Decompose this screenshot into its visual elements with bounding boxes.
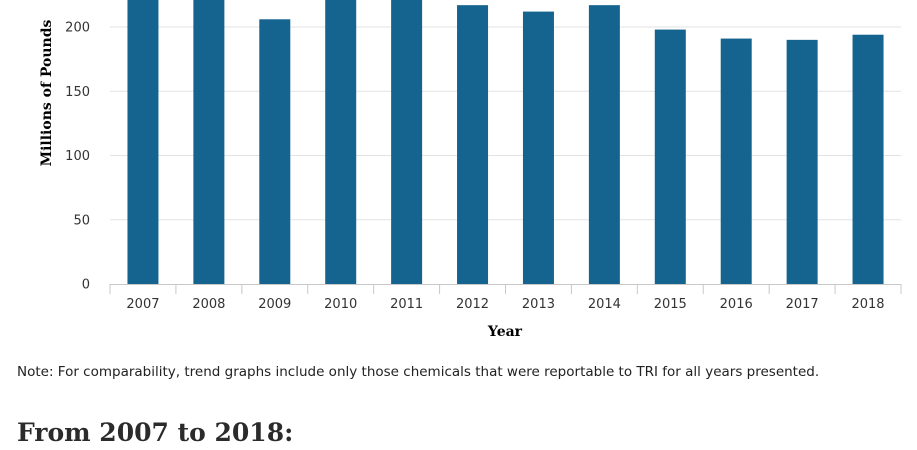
x-tick-labels: 2007 2008 2009 2010 2011 2012 2013 2014 2015 2016… (126, 297, 884, 312)
x-tick-label: 2009 (258, 297, 291, 312)
bar-2011 (391, 0, 423, 285)
y-tick-label: 100 (65, 149, 90, 164)
x-tick-label: 2017 (786, 297, 819, 312)
x-tick-label: 2018 (851, 297, 884, 312)
bars (127, 0, 884, 285)
gridlines (110, 26, 901, 221)
x-tick-label: 2014 (588, 297, 621, 312)
bar-2008 (193, 0, 225, 284)
bar-2013 (522, 11, 554, 285)
bar-2018 (852, 34, 884, 285)
x-tick-label: 2016 (720, 297, 753, 312)
x-axis-title: Year (487, 324, 523, 340)
y-tick-labels: 0 50 100 150 200 (65, 21, 90, 293)
bar-2010 (325, 0, 357, 285)
y-tick-label: 50 (73, 213, 90, 228)
x-tick-label: 2010 (324, 297, 357, 312)
bar-2012 (457, 5, 489, 285)
x-tick-label: 2012 (456, 297, 489, 312)
x-tick-label: 2013 (522, 297, 555, 312)
chart-note: Note: For comparability, trend graphs in… (17, 364, 820, 380)
section-heading: From 2007 to 2018: (17, 418, 294, 447)
x-tick-label: 2015 (654, 297, 687, 312)
bar-chart: 0 50 100 150 200 2007 2008 2009 2010 2011 2012 201… (39, 0, 902, 340)
bar-2014 (588, 5, 620, 285)
y-tick-label: 150 (65, 85, 90, 100)
bar-2015 (654, 29, 686, 284)
x-tick-label: 2007 (126, 297, 159, 312)
axes (109, 284, 902, 294)
y-tick-label: 0 (82, 278, 90, 293)
y-axis-title: Millions of Pounds (39, 19, 55, 166)
y-tick-label: 200 (65, 21, 90, 36)
x-tick-label: 2011 (390, 297, 423, 312)
bar-2017 (786, 39, 818, 284)
bar-2016 (720, 38, 752, 284)
bar-2007 (127, 0, 159, 285)
x-tick-label: 2008 (192, 297, 225, 312)
bar-2009 (259, 19, 291, 284)
